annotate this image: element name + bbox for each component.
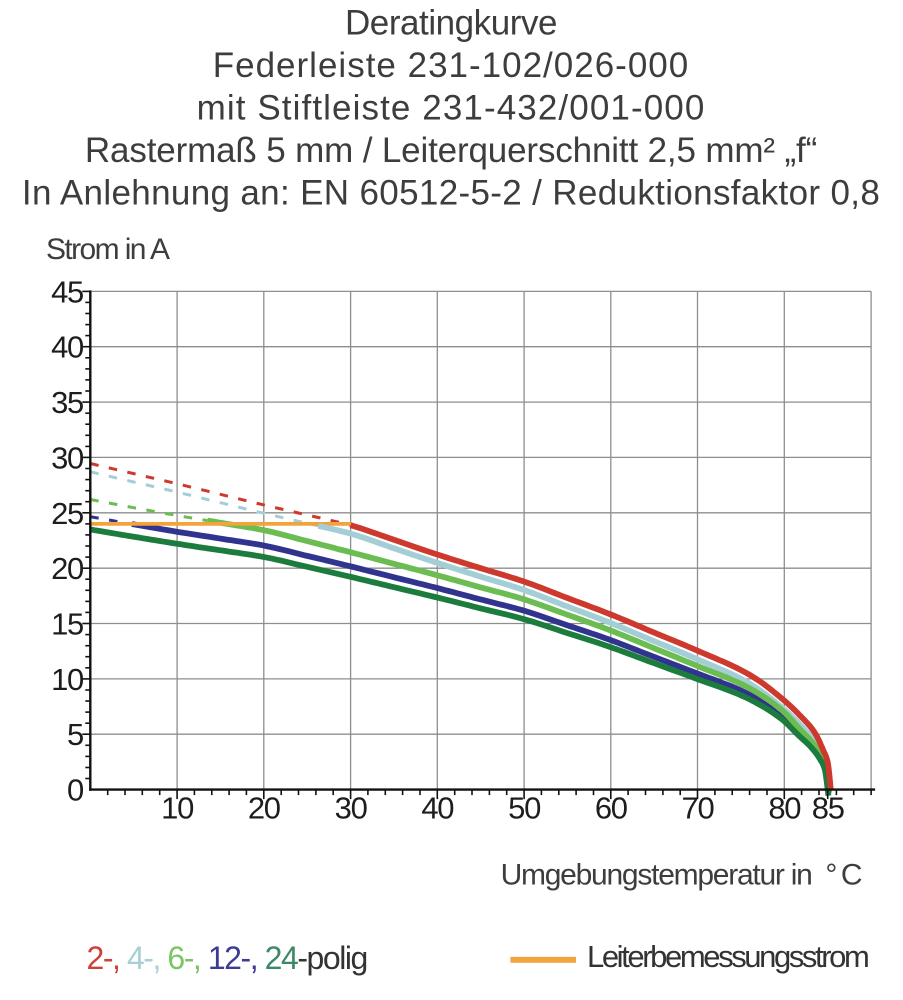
svg-text:15: 15 xyxy=(51,607,83,642)
svg-text:In Anlehnung an: EN 60512-5-2: In Anlehnung an: EN 60512-5-2 / Reduktio… xyxy=(22,174,880,213)
svg-text:35: 35 xyxy=(51,385,83,420)
svg-text:10: 10 xyxy=(51,662,84,697)
svg-text:30: 30 xyxy=(335,791,368,826)
svg-text:80: 80 xyxy=(768,791,801,826)
svg-text:Leiterbemessungsstrom: Leiterbemessungsstrom xyxy=(587,939,868,974)
svg-text:60: 60 xyxy=(595,791,628,826)
svg-text:25: 25 xyxy=(51,496,83,531)
svg-text:Federleiste 231-102/026-000: Federleiste 231-102/026-000 xyxy=(213,46,689,85)
svg-text:2-, 4-, 6-, 12-, 24-polig: 2-, 4-, 6-, 12-, 24-polig xyxy=(87,940,367,976)
svg-text:20: 20 xyxy=(51,551,84,586)
svg-text:85: 85 xyxy=(812,791,844,826)
svg-text:45: 45 xyxy=(51,274,83,309)
svg-text:10: 10 xyxy=(161,791,194,826)
svg-text:40: 40 xyxy=(51,330,84,365)
svg-text:5: 5 xyxy=(67,717,83,752)
svg-text:0: 0 xyxy=(67,773,84,808)
svg-text:Strom in A: Strom in A xyxy=(46,233,170,266)
svg-text:mit Stiftleiste 231-432/001-00: mit Stiftleiste 231-432/001-000 xyxy=(197,89,706,128)
svg-text:Deratingkurve: Deratingkurve xyxy=(345,4,557,43)
svg-text:Umgebungstemperatur in ° C: Umgebungstemperatur in ° C xyxy=(501,859,862,892)
svg-text:30: 30 xyxy=(51,440,84,475)
svg-text:50: 50 xyxy=(508,791,541,826)
svg-text:20: 20 xyxy=(248,791,281,826)
svg-text:70: 70 xyxy=(682,791,715,826)
svg-text:40: 40 xyxy=(421,791,454,826)
svg-text:Rastermaß 5 mm / Leiterquersch: Rastermaß 5 mm / Leiterquerschnitt 2,5 m… xyxy=(85,131,817,170)
